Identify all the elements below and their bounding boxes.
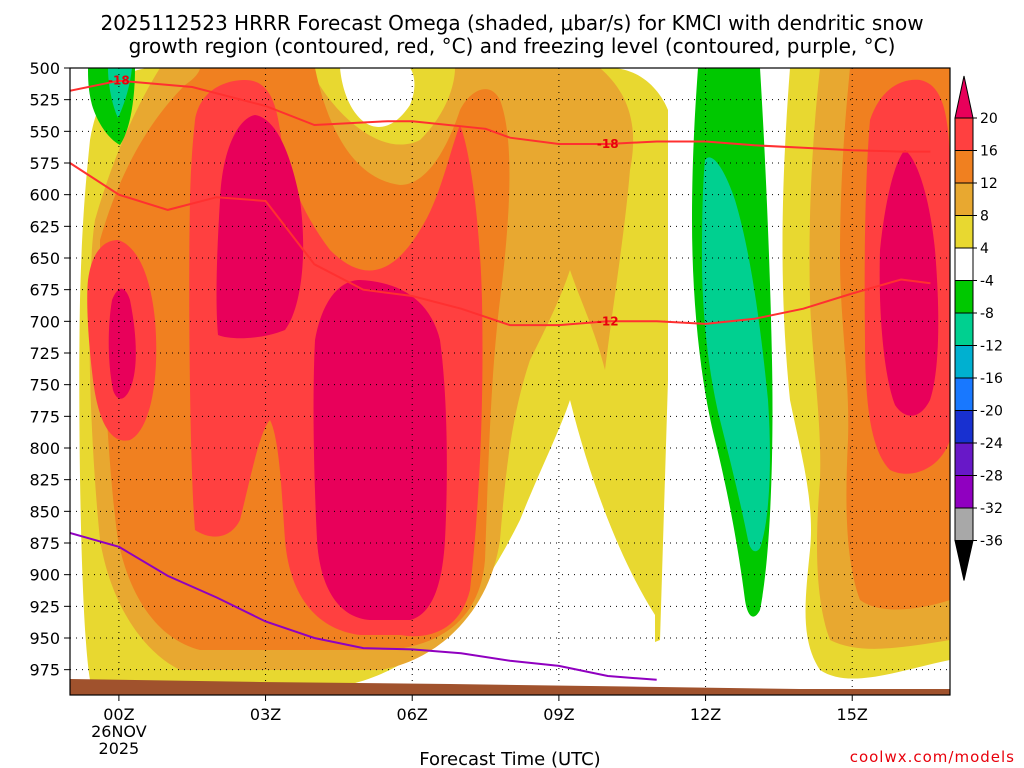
dgz-contour-minus12-label-0: -12 [597, 314, 619, 328]
colorbar-segment [954, 345, 974, 379]
credit-text: coolwx.com/models [850, 748, 1015, 766]
colorbar-label-4: 4 [980, 241, 989, 257]
colorbar-label--12: -12 [980, 339, 1003, 355]
plot-border [69, 67, 951, 696]
omega-region-20c [313, 280, 447, 620]
colorbar-segment [954, 312, 974, 346]
colorbar-segment [954, 442, 974, 476]
y-tick-label-550: 550 [29, 122, 60, 141]
freezing-level-contour [70, 531, 657, 681]
chart-title-line1: 2025112523 HRRR Forecast Omega (shaded, … [100, 11, 923, 35]
y-tick-label-625: 625 [29, 217, 60, 236]
y-tick-label-725: 725 [29, 344, 60, 363]
y-tick-label-750: 750 [29, 376, 60, 395]
colorbar-segment [954, 150, 974, 184]
x-tick-label-12Z: 12Z [690, 705, 721, 724]
colorbar-segment [954, 475, 974, 509]
colorbar-label-12: 12 [980, 176, 998, 192]
y-tick-label-500: 500 [29, 59, 60, 78]
y-tick-label-575: 575 [29, 154, 60, 173]
x-tick-year: 2025 [99, 739, 140, 758]
x-tick-label-09Z: 09Z [543, 705, 574, 724]
omega-region-20d [879, 150, 939, 416]
x-tick-label-15Z: 15Z [837, 705, 868, 724]
y-tick-label-525: 525 [29, 91, 60, 110]
x-axis-label: Forecast Time (UTC) [419, 749, 600, 768]
colorbar-label--16: -16 [980, 371, 1003, 387]
omega-region-20b [216, 115, 304, 339]
y-tick-label-950: 950 [29, 629, 60, 648]
y-tick-label-825: 825 [29, 471, 60, 490]
x-tick-label-06Z: 06Z [397, 705, 428, 724]
colorbar-segment [954, 117, 974, 151]
colorbar-label--4: -4 [980, 274, 994, 290]
colorbar-label--32: -32 [980, 501, 1003, 517]
dgz-contour-minus12 [70, 162, 931, 327]
colorbar-segment [954, 280, 974, 314]
y-tick-label-650: 650 [29, 249, 60, 268]
y-tick-label-800: 800 [29, 439, 60, 458]
colorbar-segment [954, 410, 974, 444]
colorbar-label-20: 20 [980, 111, 998, 127]
omega-region-neg8b [702, 157, 770, 552]
y-tick-label-700: 700 [29, 312, 60, 331]
colorbar-label-16: 16 [980, 144, 998, 160]
y-tick-label-900: 900 [29, 566, 60, 585]
colorbar-label--24: -24 [980, 436, 1003, 452]
colorbar-label--20: -20 [980, 404, 1003, 420]
dgz-contour-minus18 [70, 79, 931, 153]
y-tick-label-850: 850 [29, 502, 60, 521]
colorbar-label--28: -28 [980, 469, 1003, 485]
colorbar-label--8: -8 [980, 306, 994, 322]
y-tick-label-875: 875 [29, 534, 60, 553]
colorbar-segment [954, 247, 974, 281]
contour-layer: -18 -18 -12 [70, 74, 931, 681]
y-tick-label-675: 675 [29, 281, 60, 300]
colorbar-top-triangle [954, 75, 974, 119]
colorbar-segment [954, 215, 974, 249]
colorbar-segment [954, 377, 974, 411]
omega-region-20a [108, 288, 136, 399]
chart-title-line2: growth region (contoured, red, °C) and f… [129, 34, 896, 58]
dgz-contour-minus18-label-0: -18 [108, 74, 130, 88]
dgz-contour-minus18-label-1: -18 [597, 137, 619, 151]
y-tick-label-925: 925 [29, 597, 60, 616]
colorbar: 20 16 12 8 4 -4 -8 -12 -16 -20 -24 -28 -32 -36 [954, 75, 1003, 581]
colorbar-segment [954, 507, 974, 541]
grid-lines [70, 67, 950, 695]
y-tick-label-975: 975 [29, 661, 60, 680]
y-tick-label-600: 600 [29, 186, 60, 205]
x-tick-label-00Z: 00Z [103, 705, 134, 724]
colorbar-bottom-triangle [954, 540, 974, 581]
x-tick-date: 26NOV [91, 722, 147, 741]
colorbar-label--36: -36 [980, 534, 1003, 550]
colorbar-label-8: 8 [980, 209, 989, 225]
y-tick-label-775: 775 [29, 407, 60, 426]
omega-shading [79, 68, 950, 690]
colorbar-segment [954, 182, 974, 216]
y-axis: 500 525 550 575 600 625 650 675 700 725 750 775 800 8… [29, 59, 70, 680]
terrain-ground [70, 679, 950, 695]
x-tick-label-03Z: 03Z [250, 705, 281, 724]
